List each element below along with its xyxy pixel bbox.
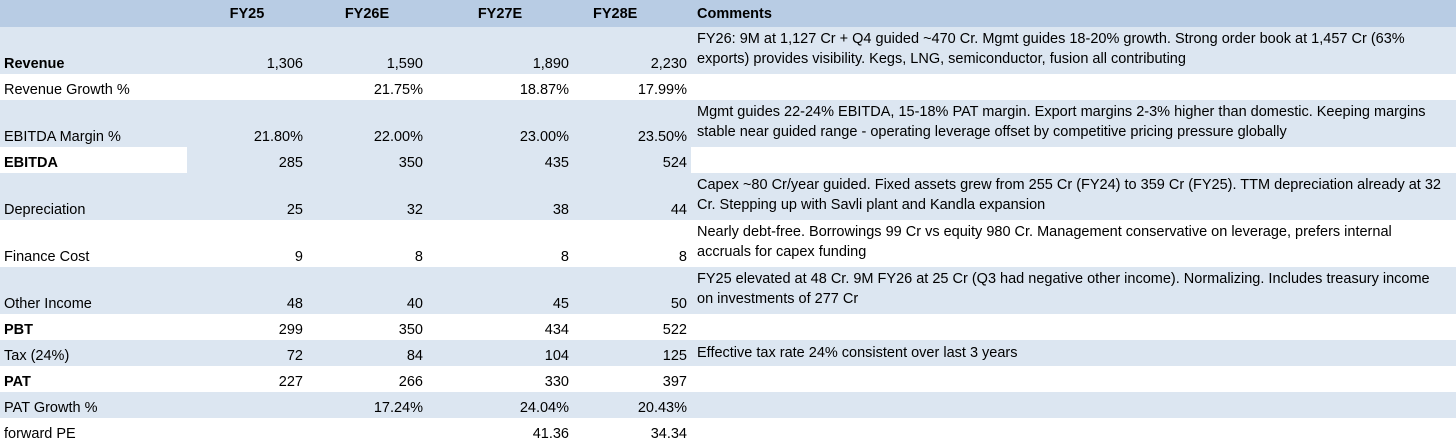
cell-value: 350 [307, 147, 427, 173]
table-row: Revenue Growth % 21.75% 18.87% 17.99% [0, 74, 1456, 100]
cell-comment: FY25 elevated at 48 Cr. 9M FY26 at 25 Cr… [691, 267, 1456, 314]
cell-value: 22.00% [307, 100, 427, 147]
table-row: Tax (24%) 72 84 104 125 Effective tax ra… [0, 340, 1456, 366]
cell-comment: Mgmt guides 22-24% EBITDA, 15-18% PAT ma… [691, 100, 1456, 147]
cell-value: 330 [427, 366, 573, 392]
cell-comment [691, 366, 1456, 392]
cell-comment [691, 392, 1456, 418]
cell-value: 1,890 [427, 27, 573, 74]
table-row: PAT 227 266 330 397 [0, 366, 1456, 392]
cell-comment: FY26: 9M at 1,127 Cr + Q4 guided ~470 Cr… [691, 27, 1456, 74]
header-fy27e: FY27E [427, 0, 573, 27]
cell-value: 17.24% [307, 392, 427, 418]
table-row: forward PE 41.36 34.34 [0, 418, 1456, 444]
cell-value: 1,590 [307, 27, 427, 74]
cell-value: 524 [573, 147, 691, 173]
cell-value: 9 [187, 220, 307, 267]
cell-value: 266 [307, 366, 427, 392]
cell-value: 299 [187, 314, 307, 340]
cell-value: 125 [573, 340, 691, 366]
cell-value [187, 392, 307, 418]
cell-value: 17.99% [573, 74, 691, 100]
cell-value: 18.87% [427, 74, 573, 100]
row-label-tax: Tax (24%) [0, 340, 187, 366]
header-row: FY25 FY26E FY27E FY28E Comments [0, 0, 1456, 27]
cell-value: 8 [307, 220, 427, 267]
table-row: Revenue 1,306 1,590 1,890 2,230 FY26: 9M… [0, 27, 1456, 74]
cell-value: 38 [427, 173, 573, 220]
cell-comment: Capex ~80 Cr/year guided. Fixed assets g… [691, 173, 1456, 220]
cell-value: 40 [307, 267, 427, 314]
cell-comment [691, 74, 1456, 100]
cell-value: 522 [573, 314, 691, 340]
cell-value: 21.75% [307, 74, 427, 100]
row-label-pat-growth: PAT Growth % [0, 392, 187, 418]
table-row: Other Income 48 40 45 50 FY25 elevated a… [0, 267, 1456, 314]
row-label-revenue-growth: Revenue Growth % [0, 74, 187, 100]
table-row: PBT 299 350 434 522 [0, 314, 1456, 340]
table-row: Depreciation 25 32 38 44 Capex ~80 Cr/ye… [0, 173, 1456, 220]
header-fy26e: FY26E [307, 0, 427, 27]
cell-value: 21.80% [187, 100, 307, 147]
cell-value: 350 [307, 314, 427, 340]
cell-comment [691, 314, 1456, 340]
cell-value: 25 [187, 173, 307, 220]
cell-value: 34.34 [573, 418, 691, 444]
table-row: EBITDA Margin % 21.80% 22.00% 23.00% 23.… [0, 100, 1456, 147]
table-row: EBITDA 285 350 435 524 [0, 147, 1456, 173]
cell-value: 435 [427, 147, 573, 173]
cell-value [187, 74, 307, 100]
header-fy25: FY25 [187, 0, 307, 27]
row-label-ebitda: EBITDA [0, 147, 187, 173]
row-label-pat: PAT [0, 366, 187, 392]
cell-value: 285 [187, 147, 307, 173]
cell-comment: Nearly debt-free. Borrowings 99 Cr vs eq… [691, 220, 1456, 267]
cell-value: 23.00% [427, 100, 573, 147]
cell-value: 104 [427, 340, 573, 366]
cell-value: 45 [427, 267, 573, 314]
header-comments: Comments [691, 0, 1456, 27]
cell-value: 8 [427, 220, 573, 267]
cell-value: 41.36 [427, 418, 573, 444]
cell-value: 397 [573, 366, 691, 392]
cell-comment [691, 418, 1456, 444]
cell-value: 48 [187, 267, 307, 314]
cell-value: 24.04% [427, 392, 573, 418]
cell-value: 50 [573, 267, 691, 314]
header-fy28e: FY28E [573, 0, 691, 27]
cell-value [187, 418, 307, 444]
cell-comment: Effective tax rate 24% consistent over l… [691, 340, 1456, 366]
row-label-ebitda-margin: EBITDA Margin % [0, 100, 187, 147]
cell-value: 84 [307, 340, 427, 366]
cell-value: 44 [573, 173, 691, 220]
cell-value: 32 [307, 173, 427, 220]
row-label-revenue: Revenue [0, 27, 187, 74]
row-label-depreciation: Depreciation [0, 173, 187, 220]
cell-value: 72 [187, 340, 307, 366]
cell-value: 1,306 [187, 27, 307, 74]
table-row: Finance Cost 9 8 8 8 Nearly debt-free. B… [0, 220, 1456, 267]
cell-value: 8 [573, 220, 691, 267]
cell-value: 23.50% [573, 100, 691, 147]
cell-value: 227 [187, 366, 307, 392]
cell-value: 2,230 [573, 27, 691, 74]
cell-value: 434 [427, 314, 573, 340]
row-label-other-income: Other Income [0, 267, 187, 314]
row-label-forward-pe: forward PE [0, 418, 187, 444]
row-label-finance-cost: Finance Cost [0, 220, 187, 267]
header-label-cell [0, 0, 187, 27]
cell-comment [691, 147, 1456, 173]
cell-value: 20.43% [573, 392, 691, 418]
cell-value [307, 418, 427, 444]
row-label-pbt: PBT [0, 314, 187, 340]
table-row: PAT Growth % 17.24% 24.04% 20.43% [0, 392, 1456, 418]
